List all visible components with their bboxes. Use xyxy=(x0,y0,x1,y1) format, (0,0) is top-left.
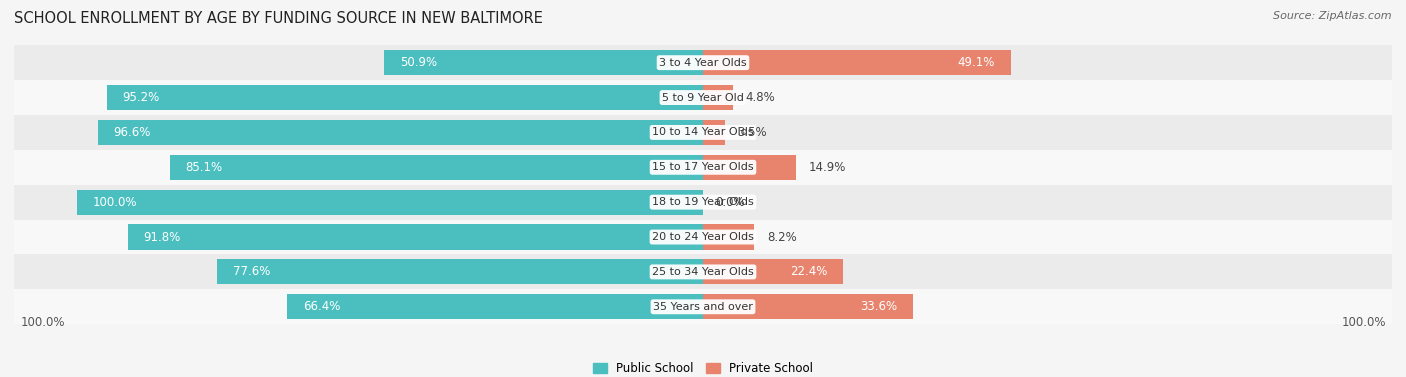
Text: 3.5%: 3.5% xyxy=(738,126,768,139)
Bar xyxy=(107,85,703,110)
Bar xyxy=(703,224,755,250)
Text: 18 to 19 Year Olds: 18 to 19 Year Olds xyxy=(652,197,754,207)
Text: 100.0%: 100.0% xyxy=(1341,316,1386,329)
Bar xyxy=(703,259,844,285)
Bar xyxy=(703,155,796,180)
Text: 0.0%: 0.0% xyxy=(716,196,745,208)
Bar xyxy=(14,150,1392,185)
Text: 15 to 17 Year Olds: 15 to 17 Year Olds xyxy=(652,162,754,172)
Text: 4.8%: 4.8% xyxy=(745,91,775,104)
Text: 50.9%: 50.9% xyxy=(399,56,437,69)
Bar xyxy=(14,45,1392,80)
Text: 14.9%: 14.9% xyxy=(808,161,846,174)
Text: 33.6%: 33.6% xyxy=(860,300,898,313)
Bar xyxy=(14,289,1392,324)
Bar xyxy=(217,259,703,285)
Text: 22.4%: 22.4% xyxy=(790,265,828,278)
Text: 85.1%: 85.1% xyxy=(186,161,222,174)
Text: 8.2%: 8.2% xyxy=(766,231,797,244)
Text: 25 to 34 Year Olds: 25 to 34 Year Olds xyxy=(652,267,754,277)
Text: 49.1%: 49.1% xyxy=(957,56,995,69)
Bar xyxy=(170,155,703,180)
Text: 95.2%: 95.2% xyxy=(122,91,160,104)
Bar xyxy=(287,294,703,319)
Text: 96.6%: 96.6% xyxy=(114,126,150,139)
Text: 66.4%: 66.4% xyxy=(302,300,340,313)
Bar xyxy=(14,80,1392,115)
Legend: Public School, Private School: Public School, Private School xyxy=(588,357,818,377)
Text: 35 Years and over: 35 Years and over xyxy=(652,302,754,312)
Text: 10 to 14 Year Olds: 10 to 14 Year Olds xyxy=(652,127,754,138)
Bar xyxy=(14,219,1392,254)
Text: SCHOOL ENROLLMENT BY AGE BY FUNDING SOURCE IN NEW BALTIMORE: SCHOOL ENROLLMENT BY AGE BY FUNDING SOUR… xyxy=(14,11,543,26)
Text: 3 to 4 Year Olds: 3 to 4 Year Olds xyxy=(659,58,747,68)
Bar xyxy=(703,294,914,319)
Bar xyxy=(703,50,1011,75)
Bar xyxy=(128,224,703,250)
Bar xyxy=(14,254,1392,290)
Bar xyxy=(703,120,725,145)
Text: 5 to 9 Year Old: 5 to 9 Year Old xyxy=(662,92,744,103)
Text: 20 to 24 Year Olds: 20 to 24 Year Olds xyxy=(652,232,754,242)
Text: 100.0%: 100.0% xyxy=(93,196,136,208)
Text: 77.6%: 77.6% xyxy=(232,265,270,278)
Bar xyxy=(14,115,1392,150)
Bar xyxy=(384,50,703,75)
Text: Source: ZipAtlas.com: Source: ZipAtlas.com xyxy=(1274,11,1392,21)
Bar xyxy=(98,120,703,145)
Text: 100.0%: 100.0% xyxy=(20,316,65,329)
Text: 91.8%: 91.8% xyxy=(143,231,181,244)
Bar xyxy=(703,85,733,110)
Bar xyxy=(77,190,703,215)
Bar xyxy=(14,185,1392,219)
